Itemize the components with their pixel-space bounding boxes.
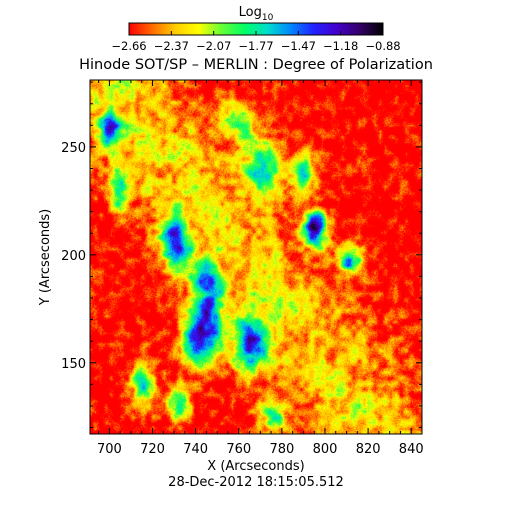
x-tick-label: 820 — [356, 442, 381, 457]
plot-frame — [89, 79, 423, 435]
colorbar-tick-label: −1.77 — [238, 39, 273, 53]
x-axis-label: X (Arcseconds) — [207, 459, 304, 474]
y-tick-label: 150 — [61, 357, 86, 372]
x-tick-label: 740 — [183, 442, 208, 457]
colorbar-tick-label: −1.18 — [323, 39, 358, 53]
y-tick-label: 200 — [61, 249, 86, 264]
timestamp: 28-Dec-2012 18:15:05.512 — [168, 475, 344, 490]
y-axis: 150 200 250 — [61, 81, 422, 429]
chart-title: Hinode SOT/SP – MERLIN : Degree of Polar… — [79, 57, 433, 73]
colorbar-tick-label: −0.88 — [365, 39, 400, 53]
x-tick-label: 780 — [269, 442, 294, 457]
x-axis: 700 720 740 760 780 800 820 840 — [97, 80, 424, 457]
x-tick-label: 700 — [97, 442, 122, 457]
colorbar — [129, 23, 383, 35]
colorbar-tick-label: −2.07 — [196, 39, 231, 53]
colorbar-gradient — [129, 23, 383, 35]
colorbar-label: Log10 — [239, 5, 274, 23]
y-tick-label: 250 — [61, 141, 86, 156]
x-tick-label: 840 — [399, 442, 424, 457]
colorbar-tick-label: −2.66 — [111, 39, 146, 53]
colorbar-tick-label: −1.47 — [281, 39, 316, 53]
x-tick-label: 800 — [313, 442, 338, 457]
x-tick-label: 720 — [140, 442, 165, 457]
x-tick-label: 760 — [226, 442, 251, 457]
heatmap-image — [90, 80, 422, 434]
colorbar-ticks: −2.66 −2.37 −2.07 −1.77 −1.47 −1.18 −0.88 — [111, 31, 401, 53]
y-axis-label: Y (Arcseconds) — [38, 209, 53, 306]
colorbar-tick-label: −2.37 — [154, 39, 189, 53]
